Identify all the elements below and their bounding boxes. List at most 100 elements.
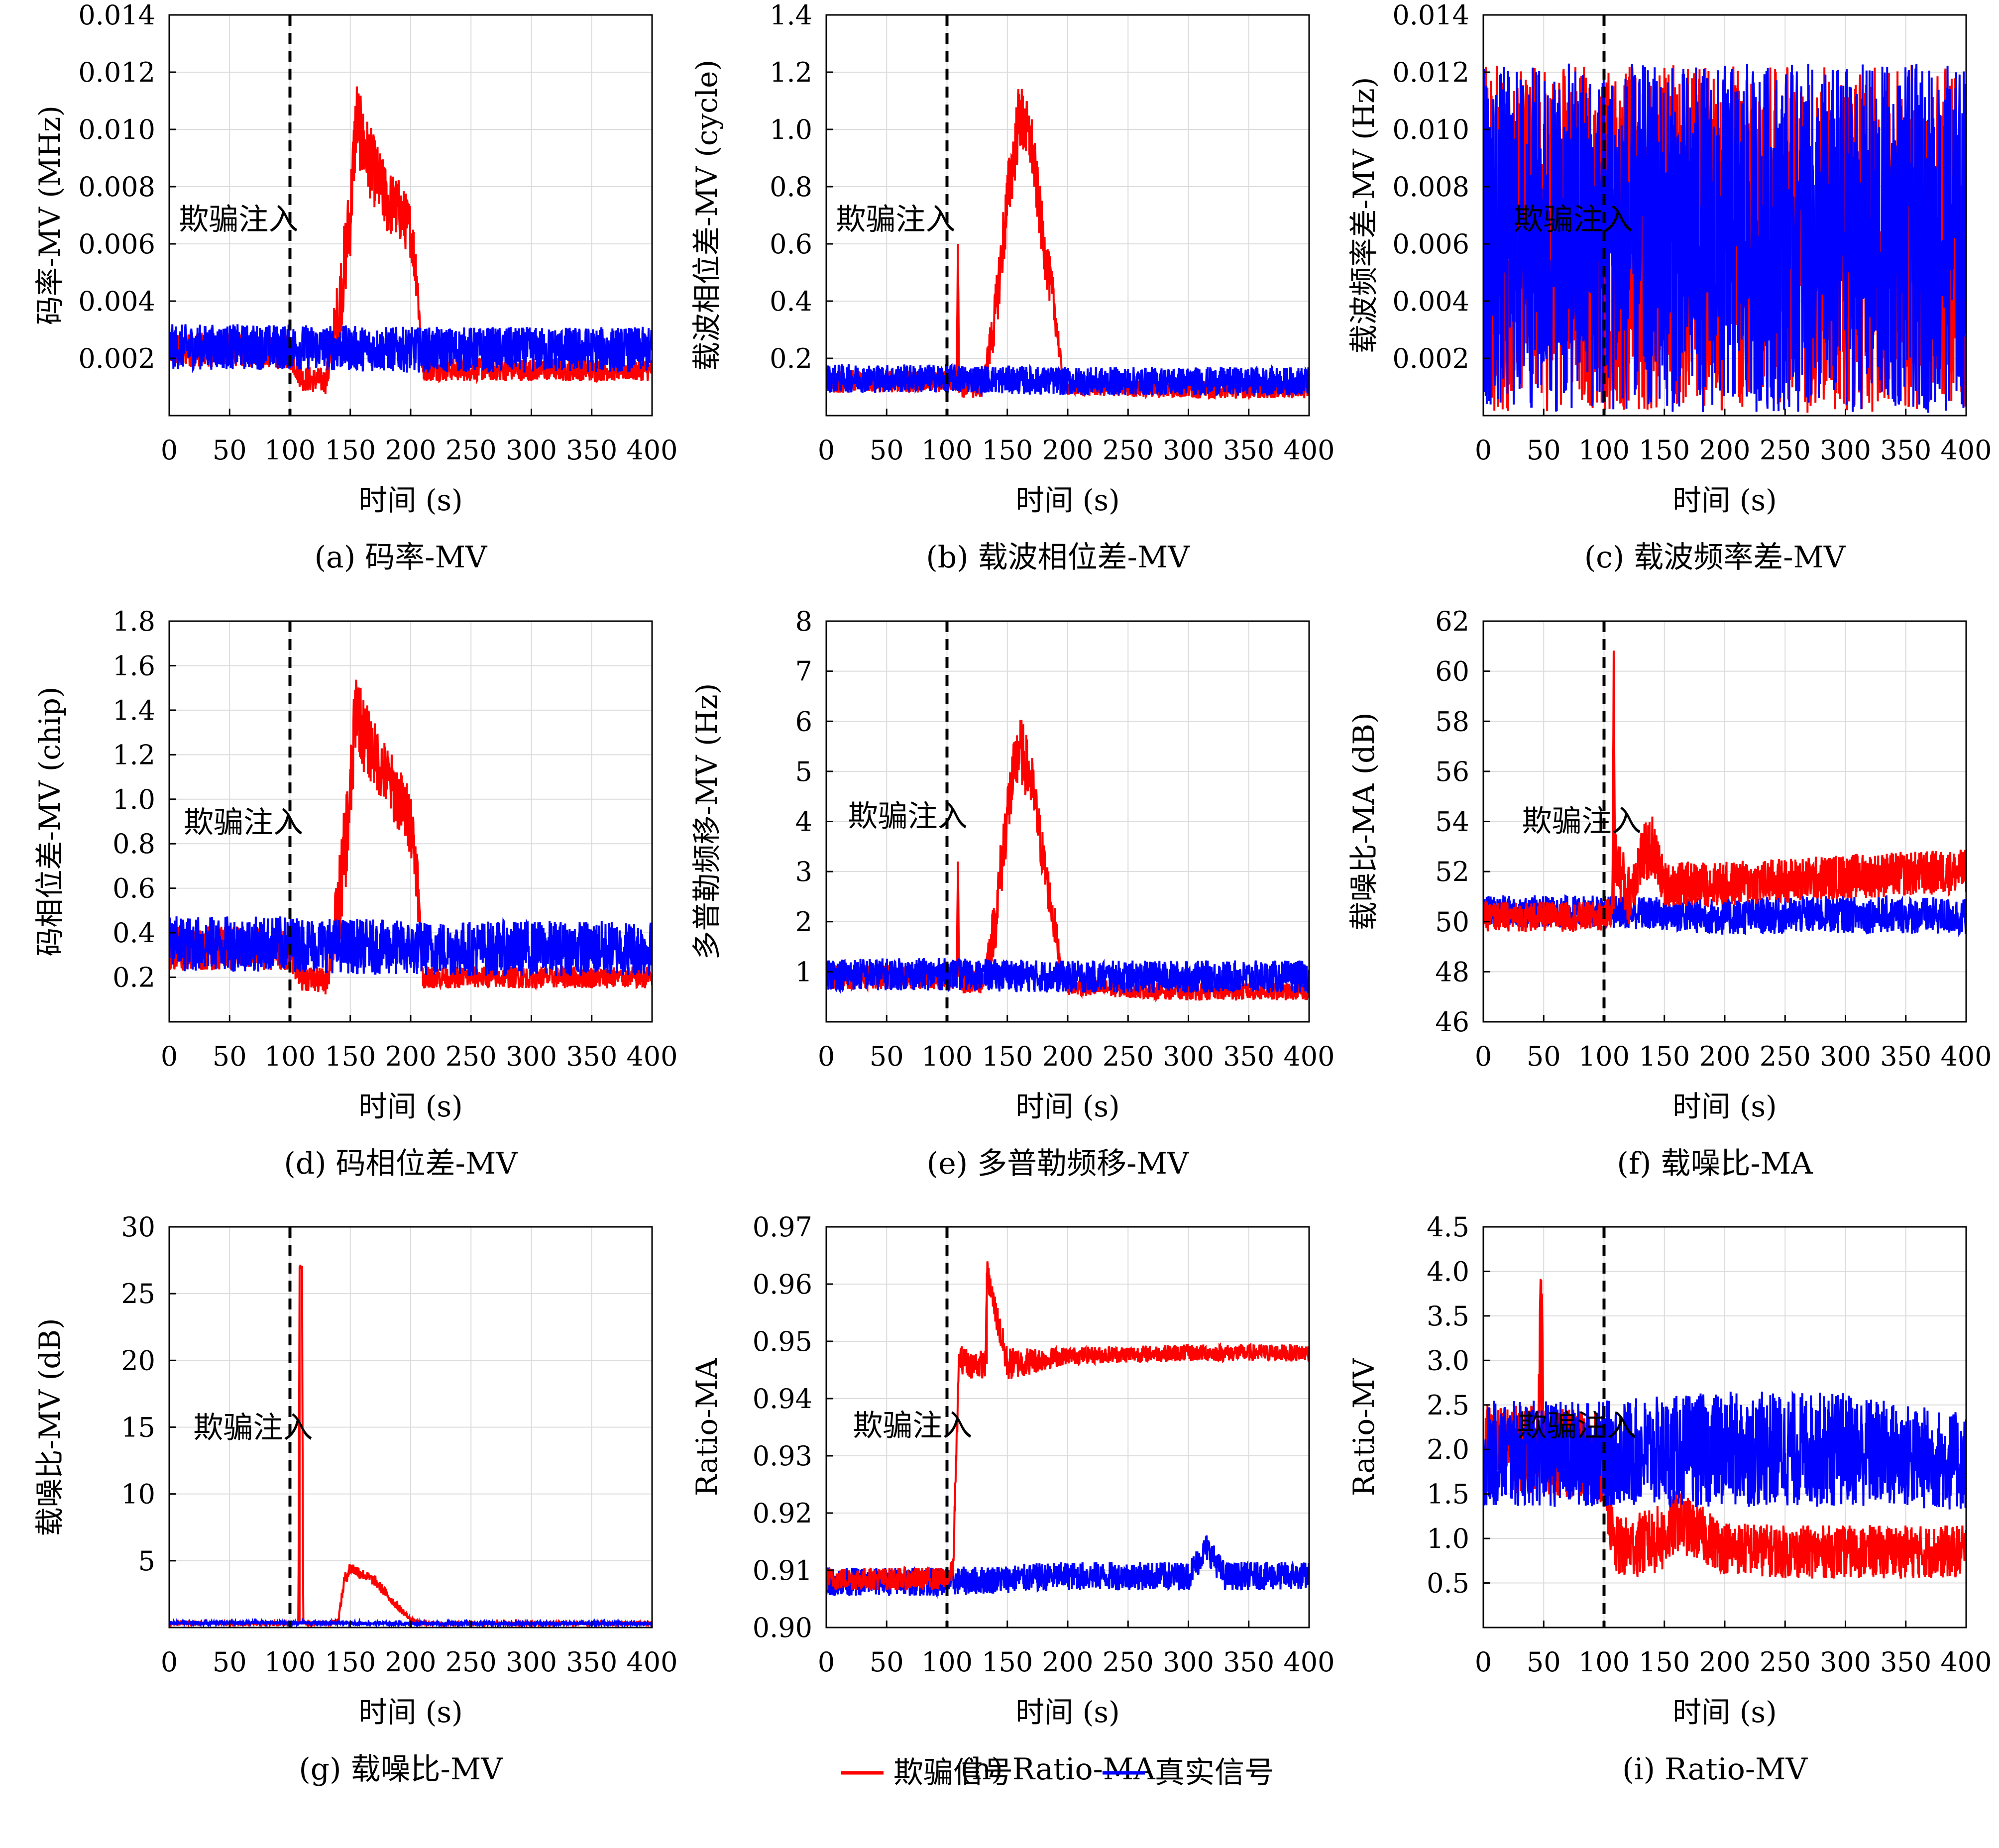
y-tick-label: 1.0 <box>770 114 812 145</box>
x-tick-label: 0 <box>1475 435 1492 466</box>
y-tick-label: 3.5 <box>1427 1301 1469 1332</box>
x-tick-label: 300 <box>1163 1041 1214 1072</box>
x-tick-label: 50 <box>1527 1041 1561 1072</box>
y-tick-label: 0.012 <box>78 57 155 88</box>
y-tick-label: 3.0 <box>1427 1345 1469 1376</box>
x-tick-label: 100 <box>921 435 973 466</box>
x-tick-label: 150 <box>1639 1646 1690 1678</box>
y-tick-label: 0.4 <box>112 917 155 949</box>
series-spoof-line <box>1483 651 1966 932</box>
x-tick-label: 100 <box>1578 1041 1630 1072</box>
y-tick-label: 2 <box>795 906 812 938</box>
x-axis-label: 时间 (s) <box>358 1089 462 1123</box>
y-tick-label: 1.2 <box>112 739 155 770</box>
y-tick-label: 0.006 <box>1392 228 1469 260</box>
y-tick-label: 0.012 <box>1392 57 1469 88</box>
x-tick-label: 300 <box>1820 1646 1871 1678</box>
x-tick-label: 300 <box>1163 435 1214 466</box>
x-tick-label: 0 <box>818 435 835 466</box>
x-tick-label: 200 <box>385 1041 436 1072</box>
x-axis-label: 时间 (s) <box>1672 1089 1777 1123</box>
y-axis-label: 载噪比-MA (dB) <box>1347 712 1381 930</box>
x-tick-label: 50 <box>870 1646 904 1678</box>
x-tick-label: 100 <box>1578 1646 1630 1678</box>
series-real-line <box>169 916 652 977</box>
y-tick-label: 62 <box>1435 606 1469 637</box>
x-tick-label: 400 <box>1940 1646 1992 1678</box>
y-tick-label: 0.97 <box>753 1211 812 1243</box>
panel-b: 0 50 100 150 200 250 300 350 400 0.2 0.4 0.6 0.8 1.0 1… <box>690 0 1335 575</box>
x-tick-label: 100 <box>264 435 316 466</box>
legend-real-label: 真实信号 <box>1155 1755 1274 1790</box>
y-tick-label: 56 <box>1435 756 1469 787</box>
x-tick-label: 350 <box>1223 1041 1274 1072</box>
y-tick-label: 1.6 <box>112 650 155 681</box>
y-tick-label: 8 <box>795 606 812 637</box>
x-tick-label: 400 <box>1940 435 1992 466</box>
y-tick-label: 2.5 <box>1427 1390 1469 1421</box>
y-tick-label: 0.94 <box>753 1383 812 1414</box>
y-tick-label: 0.95 <box>753 1326 812 1357</box>
y-tick-label: 1.0 <box>1427 1523 1469 1554</box>
subplot-caption: (e) 多普勒频移-MV <box>927 1146 1190 1181</box>
y-tick-label: 0.91 <box>753 1555 812 1586</box>
y-tick-label: 52 <box>1435 856 1469 887</box>
x-axis-label: 时间 (s) <box>1015 483 1119 517</box>
spoof-injection-annotation: 欺骗注入 <box>1517 1409 1637 1443</box>
x-tick-label: 50 <box>213 1646 247 1678</box>
series-real-line <box>1483 1390 1966 1510</box>
y-tick-label: 0.93 <box>753 1440 812 1472</box>
y-axis-label: 码率-MV (MHz) <box>33 106 67 325</box>
series-real-line <box>826 958 1309 994</box>
subplot-caption: (h) Ratio-MA <box>960 1752 1155 1787</box>
x-tick-label: 0 <box>161 1646 178 1678</box>
y-tick-label: 1.4 <box>112 695 155 726</box>
x-tick-label: 100 <box>1578 435 1630 466</box>
x-tick-label: 150 <box>325 1041 376 1072</box>
x-tick-label: 350 <box>1880 1646 1931 1678</box>
x-tick-label: 100 <box>264 1646 316 1678</box>
y-tick-label: 1.0 <box>112 784 155 815</box>
subplot-caption: (f) 载噪比-MA <box>1617 1146 1813 1181</box>
x-tick-label: 300 <box>1820 435 1871 466</box>
series-spoof-line <box>826 1261 1309 1591</box>
spoof-injection-annotation: 欺骗注入 <box>836 202 955 237</box>
subplot-caption: (b) 载波相位差-MV <box>926 540 1190 575</box>
y-tick-label: 7 <box>795 656 812 687</box>
y-tick-label: 0.5 <box>1427 1568 1469 1599</box>
x-tick-label: 350 <box>1880 435 1931 466</box>
spoof-injection-annotation: 欺骗注入 <box>194 1411 313 1445</box>
x-tick-label: 250 <box>1760 435 1811 466</box>
series-real-line <box>826 363 1309 397</box>
y-tick-label: 4.0 <box>1427 1256 1469 1287</box>
y-tick-label: 30 <box>121 1211 155 1243</box>
x-tick-label: 200 <box>1042 1041 1093 1072</box>
panel-i: 0 50 100 150 200 250 300 350 400 0.5 1.0 1.5 2.0 2.5 3… <box>1347 1211 1992 1787</box>
legend-spoof-label: 欺骗信号 <box>893 1755 1013 1790</box>
x-tick-label: 200 <box>1699 435 1750 466</box>
x-tick-label: 0 <box>818 1041 835 1072</box>
x-tick-label: 100 <box>264 1041 316 1072</box>
subplot-caption: (a) 码率-MV <box>315 540 488 575</box>
x-tick-label: 150 <box>982 1041 1033 1072</box>
x-tick-label: 250 <box>1760 1041 1811 1072</box>
x-axis-label: 时间 (s) <box>1672 483 1777 517</box>
x-tick-label: 150 <box>1639 1041 1690 1072</box>
panel-e: 0 50 100 150 200 250 300 350 400 1 2 3 4 5 6 7 8 时间 (s) 多普… <box>690 606 1335 1181</box>
x-tick-label: 400 <box>1283 1646 1334 1678</box>
x-tick-label: 150 <box>982 1646 1033 1678</box>
x-tick-label: 300 <box>1820 1041 1871 1072</box>
x-tick-label: 200 <box>1699 1041 1750 1072</box>
y-tick-label: 0.014 <box>78 0 155 31</box>
y-tick-label: 0.004 <box>1392 286 1469 317</box>
x-tick-label: 350 <box>566 1646 617 1678</box>
spoof-injection-annotation: 欺骗注入 <box>1514 202 1633 237</box>
y-tick-label: 0.010 <box>1392 114 1469 145</box>
x-tick-label: 100 <box>921 1646 973 1678</box>
x-tick-label: 250 <box>1103 435 1154 466</box>
x-tick-label: 200 <box>1699 1646 1750 1678</box>
y-tick-label: 0.96 <box>753 1269 812 1300</box>
x-tick-label: 250 <box>445 435 497 466</box>
spoof-injection-annotation: 欺骗注入 <box>179 202 298 237</box>
